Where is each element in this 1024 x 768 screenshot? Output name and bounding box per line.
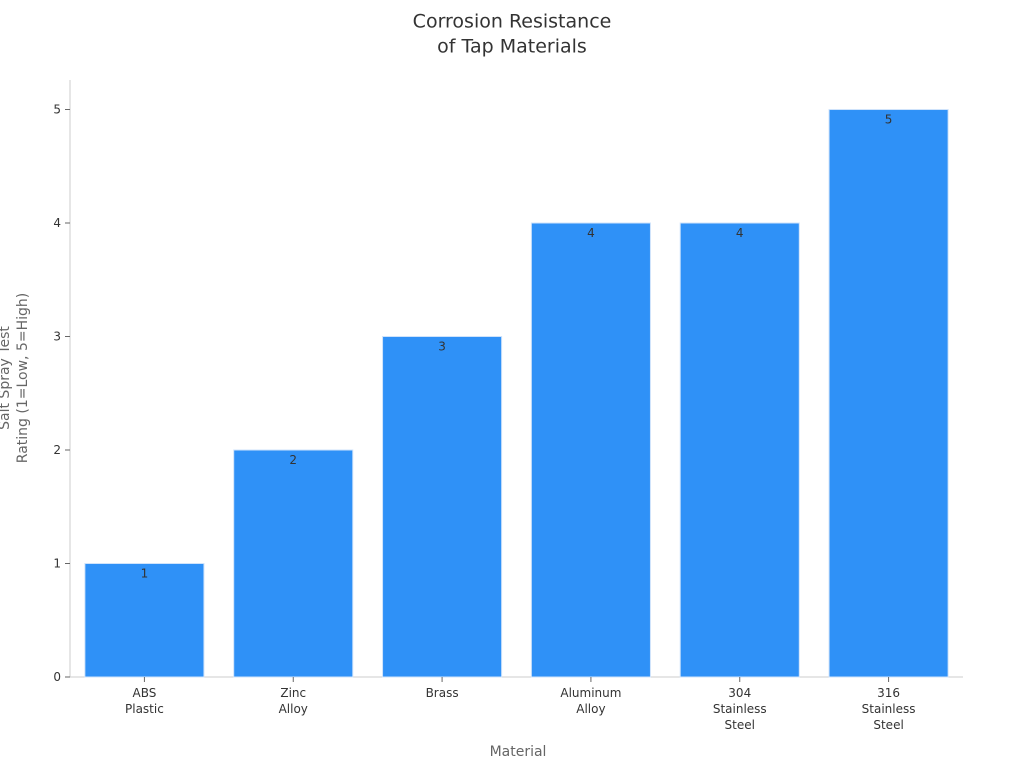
x-tick-label: Zinc Alloy bbox=[279, 686, 308, 716]
data-label: 3 bbox=[438, 340, 446, 354]
bar bbox=[84, 563, 205, 678]
y-axis-label: Salt Spray Test Rating (1=Low, 5=High) bbox=[0, 293, 31, 463]
x-tick-label: 316 Stainless Steel bbox=[862, 686, 916, 732]
y-tick-label: 1 bbox=[53, 557, 61, 571]
bar bbox=[382, 336, 503, 678]
y-tick-label: 4 bbox=[53, 216, 61, 230]
y-tick-label: 3 bbox=[53, 330, 61, 344]
data-label: 5 bbox=[885, 113, 893, 127]
chart-title: Corrosion Resistance of Tap Materials bbox=[413, 11, 612, 58]
bar bbox=[530, 222, 651, 678]
bar bbox=[233, 449, 354, 678]
x-tick-label: 304 Stainless Steel bbox=[713, 686, 767, 732]
x-tick-label: Aluminum Alloy bbox=[560, 686, 621, 716]
x-tick-label: ABS Plastic bbox=[125, 686, 164, 716]
data-label: 1 bbox=[141, 567, 149, 581]
x-axis-label: Material bbox=[490, 744, 547, 760]
x-tick-label: Brass bbox=[426, 686, 459, 700]
y-tick-label: 0 bbox=[53, 670, 61, 684]
bar bbox=[828, 109, 949, 678]
data-label: 4 bbox=[587, 226, 595, 240]
y-tick-label: 5 bbox=[53, 103, 61, 117]
data-label: 2 bbox=[289, 453, 297, 467]
bar bbox=[679, 222, 800, 678]
y-tick-label: 2 bbox=[53, 443, 61, 457]
data-label: 4 bbox=[736, 226, 744, 240]
